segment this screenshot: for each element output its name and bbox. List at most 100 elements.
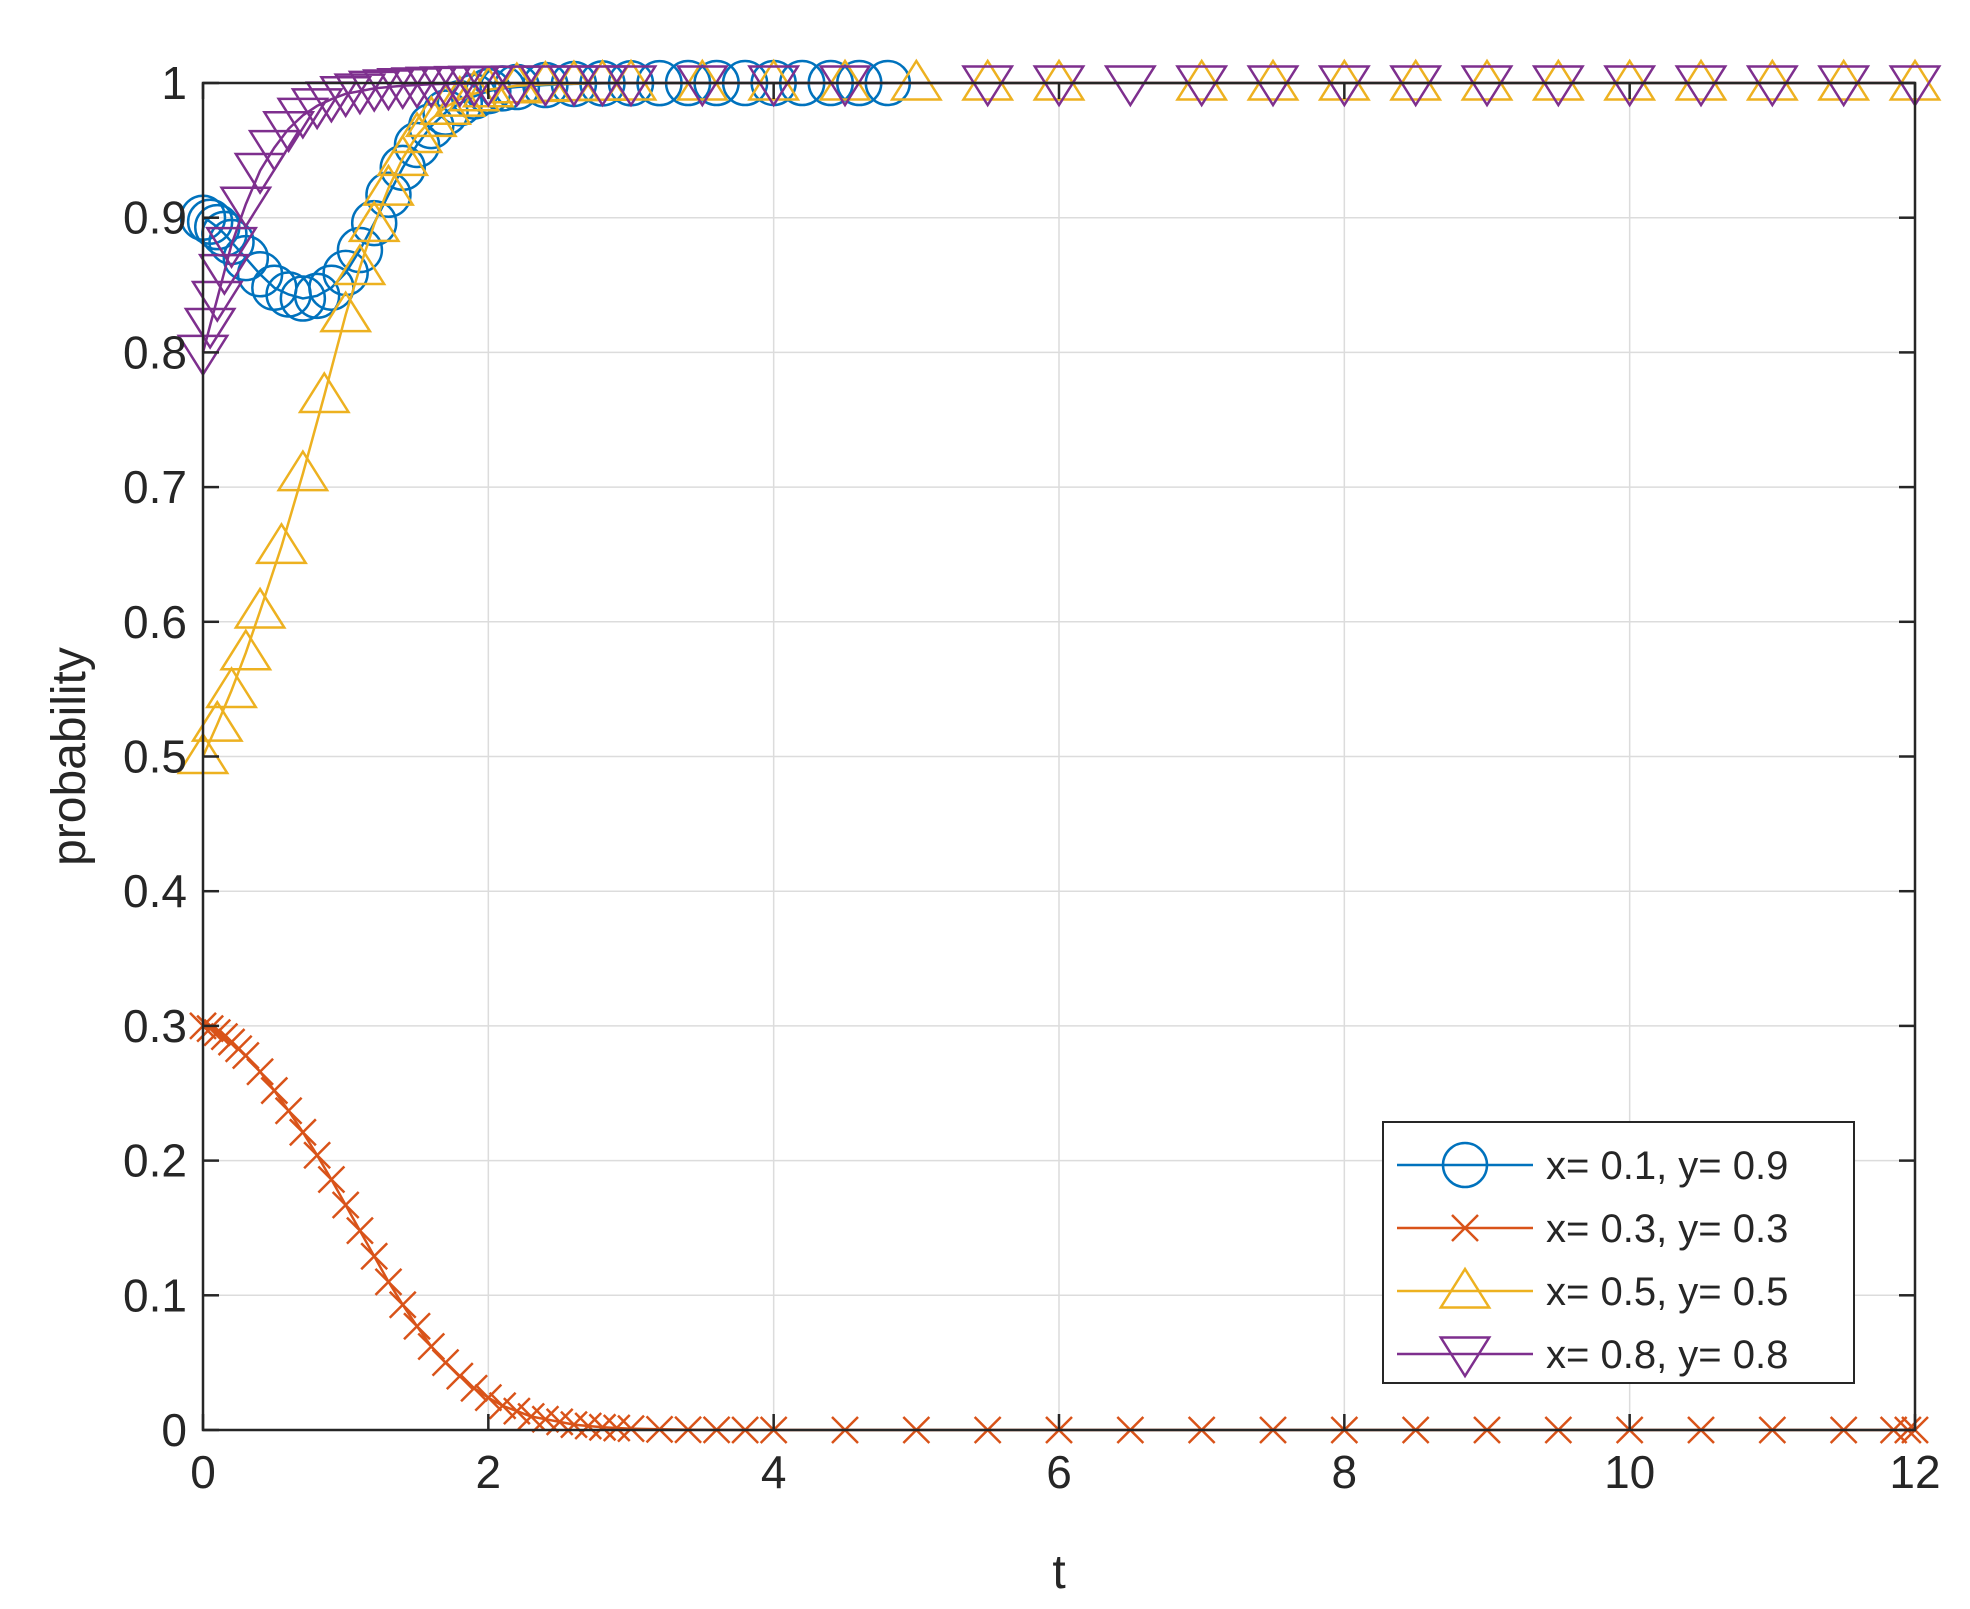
data-point [1175, 65, 1229, 108]
data-point [360, 1242, 389, 1271]
legend-marker [1441, 1141, 1489, 1189]
data-point [518, 59, 572, 103]
legend-marker [1438, 1266, 1492, 1309]
y-tick-label: 0.3 [123, 1000, 187, 1052]
data-point [602, 1414, 631, 1442]
y-tick-label: 0.9 [123, 192, 187, 244]
data-point [362, 163, 415, 206]
data-point [576, 65, 629, 108]
data-point [1246, 65, 1300, 108]
data-point [219, 186, 273, 229]
data-point [279, 275, 327, 322]
data-point [518, 65, 572, 108]
data-point [1032, 58, 1086, 101]
data-point [1674, 58, 1728, 101]
legend-entry: x= 0.3, y= 0.3 [1397, 1207, 1788, 1251]
data-point [1888, 65, 1942, 108]
data-point [403, 1312, 431, 1341]
data-point [675, 58, 729, 101]
legend-entries: x= 0.1, y= 0.9 x= 0.3, y= 0.3 x= 0.5, y= 0… [1397, 1141, 1788, 1379]
data-point [219, 628, 273, 671]
data-point [374, 1267, 403, 1296]
y-tick-label: 0.6 [123, 596, 187, 648]
data-point [1032, 65, 1086, 108]
y-tick-label: 1 [161, 57, 187, 109]
data-point [390, 111, 444, 154]
data-point [460, 1374, 488, 1403]
y-tick-label: 0.2 [123, 1135, 187, 1187]
y-tick-label: 0.5 [123, 731, 187, 783]
data-point [433, 74, 487, 117]
legend-label: x= 0.8, y= 0.8 [1546, 1333, 1788, 1377]
y-tick-label: 0.7 [123, 461, 187, 513]
data-point [288, 1118, 317, 1147]
data-point [196, 1014, 225, 1043]
x-tick-label: 4 [761, 1446, 787, 1498]
data-point [205, 226, 258, 269]
data-point [1460, 65, 1514, 108]
x-tick-label: 6 [1046, 1446, 1072, 1498]
data-point [246, 1057, 274, 1086]
data-point [1817, 65, 1871, 108]
data-point [961, 65, 1015, 108]
data-point [365, 171, 412, 219]
data-point [233, 586, 287, 629]
data-point [445, 1362, 474, 1391]
data-point [293, 272, 341, 320]
y-axis-label: probability [43, 647, 96, 866]
data-point [617, 1414, 645, 1443]
x-axis-label: t [1052, 1546, 1065, 1599]
data-point [1103, 65, 1157, 108]
data-point [961, 58, 1015, 101]
data-point [604, 65, 658, 108]
series-3 [176, 58, 1942, 775]
data-point [333, 73, 387, 116]
x-tick-label: 0 [190, 1446, 216, 1498]
data-point [447, 69, 501, 112]
data-point [474, 1383, 503, 1412]
data-point [547, 65, 601, 108]
y-tick-label: 0 [161, 1404, 187, 1456]
data-point [208, 218, 255, 266]
y-tick-label: 0.4 [123, 865, 187, 917]
data-point [1389, 65, 1443, 108]
data-point [1531, 58, 1585, 101]
tick-layer: 0 2 4 6 8 10 12 0 0.1 0.2 0.3 0.4 0.5 0.6 0.7 0.8 0.9 1 [123, 57, 1941, 1498]
legend-entry: x= 0.5, y= 0.5 [1397, 1266, 1788, 1314]
data-point [362, 69, 415, 112]
data-point [203, 1018, 232, 1047]
data-point [205, 666, 258, 709]
data-point [747, 58, 801, 101]
data-point [1175, 58, 1229, 101]
data-point [490, 65, 544, 108]
data-point [747, 65, 801, 108]
data-point [818, 65, 872, 108]
data-point [889, 58, 943, 101]
y-tick-label: 0.8 [123, 326, 187, 378]
data-point [347, 200, 401, 243]
legend-label: x= 0.5, y= 0.5 [1546, 1270, 1788, 1314]
data-point [222, 234, 270, 282]
data-point [290, 88, 344, 131]
data-point [488, 1391, 517, 1420]
data-point [1389, 58, 1443, 101]
data-point [297, 371, 351, 414]
data-point [276, 97, 330, 140]
data-point [1745, 58, 1799, 101]
data-point [1246, 58, 1300, 101]
data-point [319, 76, 373, 119]
data-point [347, 70, 401, 113]
data-point [376, 134, 430, 177]
legend-entry: x= 0.8, y= 0.8 [1397, 1333, 1788, 1379]
data-point [461, 65, 515, 108]
data-point [818, 58, 872, 101]
data-point [233, 152, 287, 195]
data-point [417, 1332, 446, 1361]
legend-marker [1451, 1214, 1479, 1242]
data-point [1603, 58, 1657, 101]
legend-label: x= 0.3, y= 0.3 [1546, 1207, 1788, 1251]
data-point [336, 226, 384, 274]
data-point [333, 243, 387, 286]
data-point [388, 1290, 417, 1319]
